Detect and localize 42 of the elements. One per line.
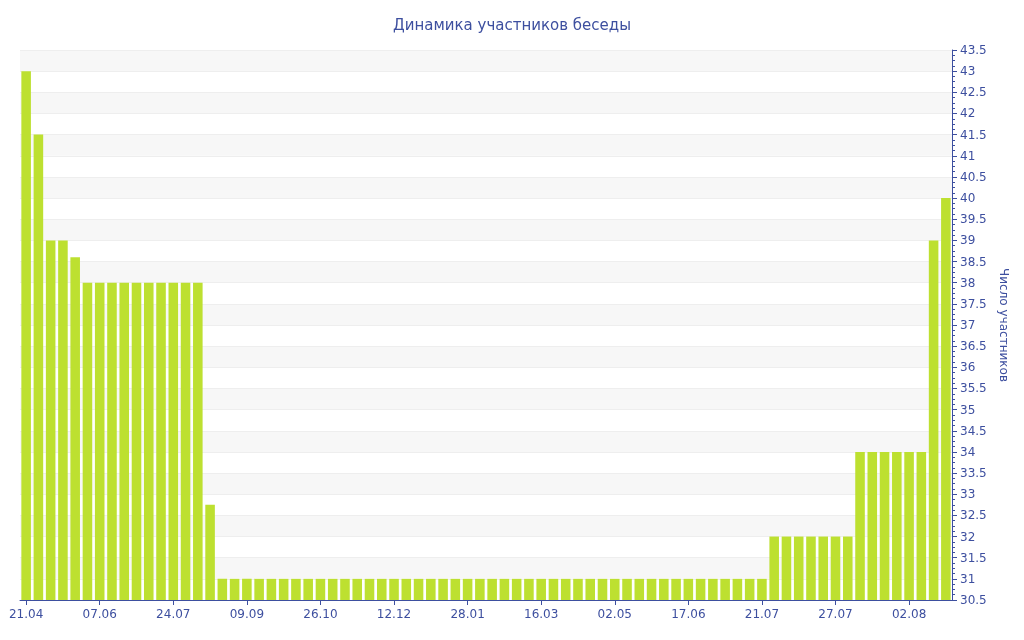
- y-tick-label: 42: [960, 106, 976, 121]
- x-tick-label: 24.07: [156, 607, 191, 621]
- y-tick-label: 37: [960, 318, 976, 332]
- x-tick-label: 21.04: [8, 607, 44, 621]
- y-tick-label: 39: [960, 233, 976, 248]
- y-tick-label: 31.5: [960, 550, 987, 565]
- y-tick-label: 33.5: [960, 466, 987, 481]
- y-tick-label: 34.5: [960, 423, 987, 438]
- y-tick-label: 43: [960, 64, 976, 79]
- y-tick-label: 41: [960, 148, 976, 163]
- x-tick-label: 09.09: [229, 607, 265, 621]
- y-tick-label: 38: [960, 275, 976, 290]
- y-tick-label: 32: [960, 529, 976, 544]
- y-tick-label: 37.5: [960, 296, 987, 311]
- x-tick-label: 02.05: [597, 607, 632, 621]
- y-tick-label: 36: [960, 360, 976, 375]
- y-tick-label: 33: [960, 487, 976, 502]
- y-tick-label: 35: [960, 402, 976, 417]
- x-tick-label: 12.12: [376, 607, 412, 621]
- y-tick-label: 30.5: [960, 593, 987, 607]
- x-tick-label: 16.03: [524, 607, 559, 621]
- y-tick-label: 38.5: [960, 254, 987, 269]
- y-tick-label: 40.5: [960, 169, 987, 184]
- y-axis-title: Число участников: [997, 268, 1011, 382]
- y-tick-label: 41.5: [960, 127, 987, 142]
- y-tick-label: 34: [960, 444, 976, 459]
- y-tick-label: 43.5: [960, 43, 987, 57]
- x-tick-label: 27.07: [818, 607, 853, 621]
- x-tick-label: 17.06: [671, 607, 706, 621]
- y-tick-label: 39.5: [960, 212, 987, 227]
- y-tick-label: 31: [960, 571, 976, 586]
- y-tick-label: 32.5: [960, 508, 987, 523]
- x-tick-label: 21.07: [744, 607, 780, 621]
- x-tick-label: 26.10: [303, 607, 338, 621]
- y-tick-label: 42.5: [960, 85, 987, 100]
- y-tick-label: 36.5: [960, 339, 987, 354]
- y-tick-label: 40: [960, 191, 976, 206]
- x-tick-label: 28.01: [450, 607, 485, 621]
- x-tick-label: 02.08: [891, 607, 927, 621]
- x-tick-label: 07.06: [82, 607, 117, 621]
- y-tick-label: 35.5: [960, 381, 987, 396]
- chart-title: Динамика участников беседы: [392, 15, 632, 34]
